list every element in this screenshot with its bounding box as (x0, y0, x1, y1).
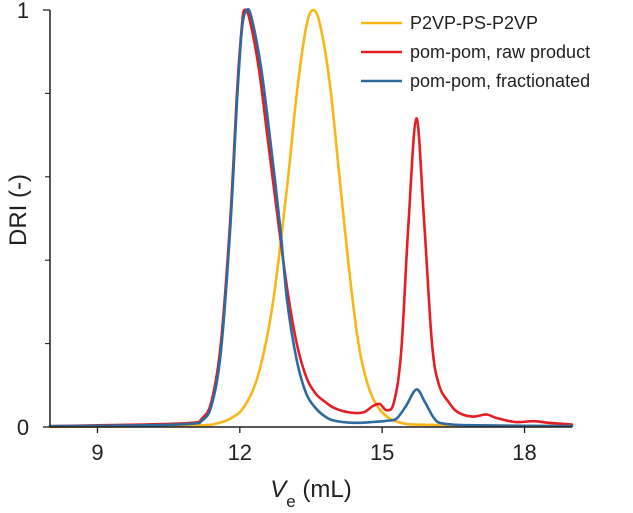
y-axis-label: DRI (-) (5, 174, 32, 246)
series-curves (48, 8, 574, 429)
legend-label: P2VP-PS-P2VP (410, 13, 538, 33)
x-axis-label: Ve (mL) (270, 476, 351, 511)
legend-item-p2vp-ps-p2vp: P2VP-PS-P2VP (361, 13, 538, 33)
series-line-p2vp-ps-p2vp (48, 8, 574, 429)
x-tick-label: 18 (512, 440, 536, 465)
x-tick-label: 9 (91, 440, 103, 465)
legend: P2VP-PS-P2VP pom-pom, raw product pom-pom,… (361, 13, 590, 91)
legend-item-fractionated: pom-pom, fractionated (361, 71, 590, 91)
axes (49, 10, 572, 428)
x-axis-label-unit: (mL) (296, 476, 352, 503)
y-tick-label: 0 (17, 415, 29, 440)
x-axis-label-sub: e (286, 492, 295, 511)
y-tick-label: 1 (17, 0, 29, 23)
axis-ticks: 9 12 15 18 0 1 (17, 0, 537, 465)
x-tick-label: 15 (370, 440, 394, 465)
legend-item-raw-product: pom-pom, raw product (361, 42, 590, 62)
legend-label: pom-pom, fractionated (410, 71, 590, 91)
series-line-fractionated (48, 8, 574, 428)
legend-label: pom-pom, raw product (410, 42, 590, 62)
x-tick-label: 12 (228, 440, 252, 465)
x-axis-label-main: V (270, 476, 288, 503)
